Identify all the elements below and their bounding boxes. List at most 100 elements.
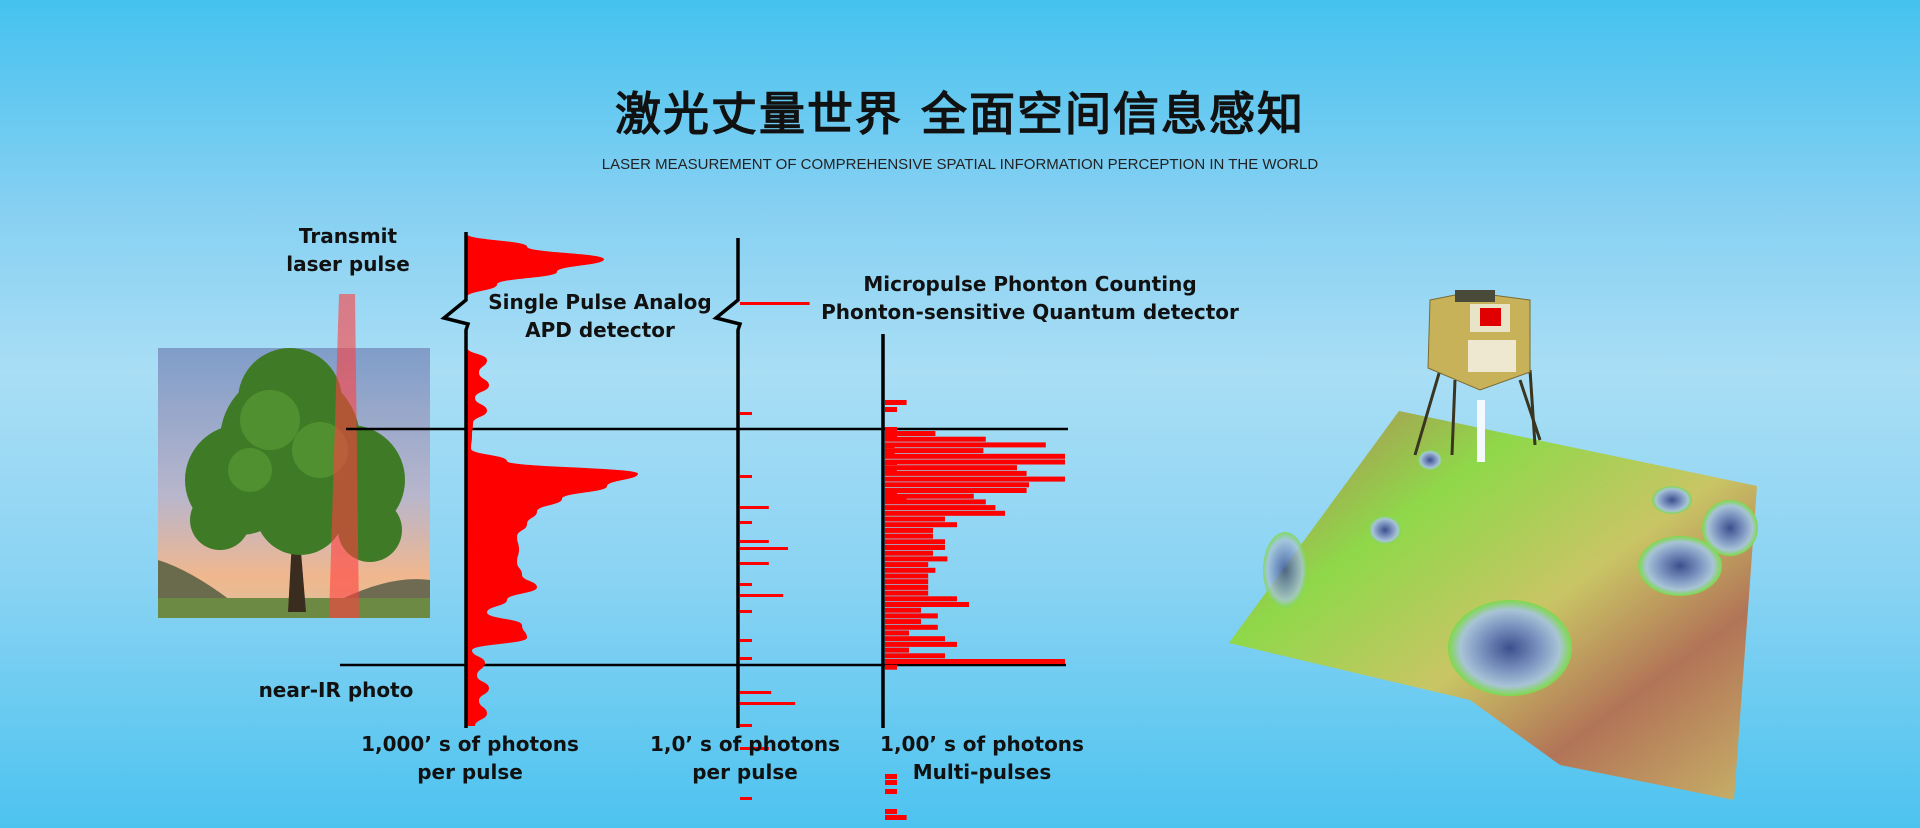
multi-pulse-bar (885, 442, 1046, 448)
china-flag (1480, 308, 1501, 326)
analog-return-waveform (467, 234, 638, 726)
multi-pulse-bar (885, 510, 1005, 516)
photon-count-bar (740, 657, 752, 660)
photon-count-bar (740, 797, 752, 800)
multi-pulse-bar (885, 545, 945, 550)
multi-pulse-bar (885, 434, 897, 439)
multi-pulse-bar (885, 584, 929, 590)
multi-pulse-bar (885, 505, 996, 511)
photon-count-bar (740, 475, 752, 478)
multi-pulse-bar (885, 482, 1029, 488)
photon-count-bar (740, 302, 810, 305)
multi-pulse-bar (885, 465, 1017, 471)
multi-pulse-bar (885, 470, 1027, 476)
multi-pulse-bar (885, 533, 933, 539)
multi-pulse-bar (885, 789, 897, 794)
tree-photo (158, 348, 430, 618)
photon-count-bar (740, 610, 752, 613)
multi-pulse-bars (885, 400, 1065, 820)
quantum-label-line1: Micropulse Phonton Counting (863, 272, 1197, 296)
axis-single-photon (712, 238, 743, 728)
photon-count-bar (740, 702, 796, 705)
photo-label: near-IR photo (258, 678, 414, 702)
multi-pulse-bar (885, 493, 974, 499)
multi-pulse-bar (885, 664, 897, 670)
axis-analog (440, 232, 471, 728)
photon-count-bar (740, 747, 769, 750)
axis3-caption-line2: Multi-pulses (912, 760, 1052, 784)
multi-pulse-bar (885, 624, 938, 630)
analog-label-line1: Single Pulse Analog (488, 290, 712, 314)
multi-pulse-bar (885, 431, 936, 436)
axis1-caption-line2: per pulse (417, 760, 523, 784)
photon-count-bar (740, 562, 769, 565)
multi-pulse-bar (885, 613, 938, 619)
multi-pulse-bar (885, 573, 929, 579)
multi-pulse-bar (885, 619, 921, 625)
multi-pulse-bar (885, 607, 921, 613)
analog-detector-label: Single Pulse Analog APD detector (480, 288, 720, 344)
multi-pulse-bar (885, 400, 907, 405)
transmit-label: Transmit laser pulse (268, 222, 428, 278)
multi-pulse-bar (885, 647, 909, 653)
photon-count-bar (740, 594, 784, 597)
multi-pulse-bar (885, 407, 897, 412)
photon-count-bar (740, 506, 769, 509)
axis1-caption-line1: 1,000’ s of photons (361, 732, 579, 756)
multi-pulse-bar (885, 579, 929, 585)
lunar-terrain-map (1229, 411, 1758, 800)
transmit-label-line2: laser pulse (286, 252, 410, 276)
lunar-lander (1413, 290, 1542, 462)
multi-pulse-bar (885, 780, 897, 785)
quantum-detector-label: Micropulse Phonton Counting Phonton-sens… (820, 270, 1240, 326)
page-title: 激光丈量世界 全面空间信息感知 (614, 87, 1305, 141)
photon-count-bar (740, 547, 788, 550)
multi-pulse-bar (885, 453, 1065, 459)
multi-pulse-bar (885, 448, 984, 454)
axis2-caption: 1,0’ s of photons per pulse (630, 730, 860, 786)
page-subtitle: LASER MEASUREMENT OF COMPREHENSIVE SPATI… (601, 156, 1319, 173)
photon-count-bar (740, 691, 772, 694)
axis3-caption-line1: 1,00’ s of photons (880, 732, 1084, 756)
axis1-caption: 1,000’ s of photons per pulse (350, 730, 590, 786)
multi-pulse-bar (885, 499, 986, 505)
single-photon-bars (740, 302, 810, 800)
multi-pulse-bar (885, 641, 957, 647)
multi-pulse-bar (885, 539, 945, 545)
multi-pulse-bar (885, 562, 929, 568)
photon-count-bar (740, 412, 752, 415)
laser-beam (329, 294, 359, 618)
multi-pulse-bar (885, 488, 1027, 493)
multi-pulse-bar (885, 427, 897, 432)
multi-pulse-bar (885, 550, 933, 556)
multi-pulse-bar (885, 590, 929, 596)
multi-pulse-bar (885, 459, 1065, 465)
multi-pulse-bar (885, 436, 986, 442)
multi-pulse-bar (885, 522, 957, 528)
multi-pulse-bar (885, 774, 897, 779)
photon-count-bar (740, 583, 752, 586)
axis3-caption: 1,00’ s of photons Multi-pulses (862, 730, 1102, 786)
multi-pulse-bar (885, 596, 957, 602)
analog-label-line2: APD detector (525, 318, 675, 342)
multi-pulse-bar (885, 653, 945, 659)
quantum-label-line2: Phonton-sensitive Quantum detector (821, 300, 1239, 324)
axis2-caption-line2: per pulse (692, 760, 798, 784)
analog-waveform (467, 234, 638, 726)
multi-pulse-bar (885, 602, 969, 607)
photon-count-bar (740, 639, 752, 642)
photon-count-bar (740, 521, 752, 524)
photon-count-bar (740, 724, 752, 727)
multi-pulse-bar (885, 556, 948, 562)
multi-pulse-bar (885, 527, 933, 533)
multi-pulse-bar (885, 815, 907, 820)
multi-pulse-bar (885, 659, 1065, 664)
multi-pulse-bar (885, 630, 909, 636)
photon-count-bar (740, 540, 769, 543)
axis2-caption-line1: 1,0’ s of photons (650, 732, 840, 756)
multi-pulse-bar (885, 567, 936, 573)
transmit-label-line1: Transmit (298, 224, 398, 248)
multi-pulse-bar (885, 809, 897, 814)
multi-pulse-bar (885, 476, 1065, 482)
